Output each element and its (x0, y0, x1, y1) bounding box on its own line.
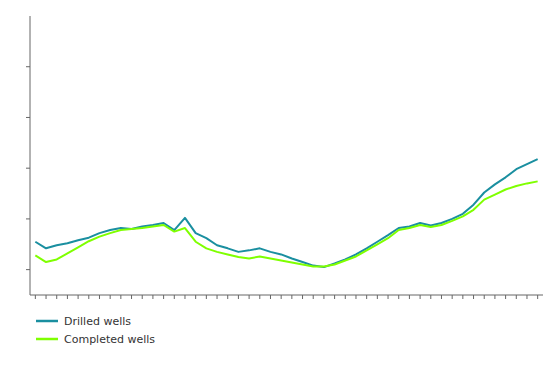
chart: Drilled wells Completed wells (0, 0, 559, 365)
y-tick (26, 168, 30, 169)
x-tick (334, 295, 335, 299)
x-tick (120, 295, 121, 299)
x-tick (484, 295, 485, 299)
x-tick (163, 295, 164, 299)
x-tick (174, 295, 175, 299)
legend-label: Drilled wells (64, 315, 131, 328)
series-line (35, 181, 537, 266)
x-tick (78, 295, 79, 299)
x-tick (110, 295, 111, 299)
x-tick (452, 295, 453, 299)
y-axis-line (30, 16, 31, 295)
x-tick (409, 295, 410, 299)
series-line (35, 159, 537, 267)
x-tick (249, 295, 250, 299)
x-tick (67, 295, 68, 299)
x-tick (195, 295, 196, 299)
x-tick (313, 295, 314, 299)
x-tick (217, 295, 218, 299)
x-tick (430, 295, 431, 299)
y-tick (26, 269, 30, 270)
x-tick (35, 295, 36, 299)
axes (26, 16, 543, 299)
legend-swatch (36, 338, 58, 341)
x-tick (366, 295, 367, 299)
x-tick (56, 295, 57, 299)
x-tick (131, 295, 132, 299)
x-tick (302, 295, 303, 299)
x-tick (270, 295, 271, 299)
x-tick (494, 295, 495, 299)
x-tick (355, 295, 356, 299)
x-tick (238, 295, 239, 299)
plot-area (35, 159, 537, 267)
x-tick (345, 295, 346, 299)
legend: Drilled wells Completed wells (36, 315, 155, 346)
x-tick (537, 295, 538, 299)
x-tick (206, 295, 207, 299)
x-tick (88, 295, 89, 299)
x-tick (227, 295, 228, 299)
x-tick (323, 295, 324, 299)
x-tick (152, 295, 153, 299)
x-tick (142, 295, 143, 299)
x-tick (505, 295, 506, 299)
y-tick (26, 117, 30, 118)
x-axis-line (30, 295, 543, 296)
legend-label: Completed wells (64, 333, 155, 346)
x-tick (259, 295, 260, 299)
y-tick (26, 66, 30, 67)
x-tick (526, 295, 527, 299)
x-tick (516, 295, 517, 299)
x-tick (462, 295, 463, 299)
x-tick (291, 295, 292, 299)
x-tick (398, 295, 399, 299)
x-tick (441, 295, 442, 299)
x-tick (388, 295, 389, 299)
x-tick (377, 295, 378, 299)
x-tick (99, 295, 100, 299)
x-tick (281, 295, 282, 299)
x-tick (473, 295, 474, 299)
y-tick (26, 218, 30, 219)
x-tick (46, 295, 47, 299)
x-tick (420, 295, 421, 299)
x-tick (184, 295, 185, 299)
legend-swatch (36, 320, 58, 323)
